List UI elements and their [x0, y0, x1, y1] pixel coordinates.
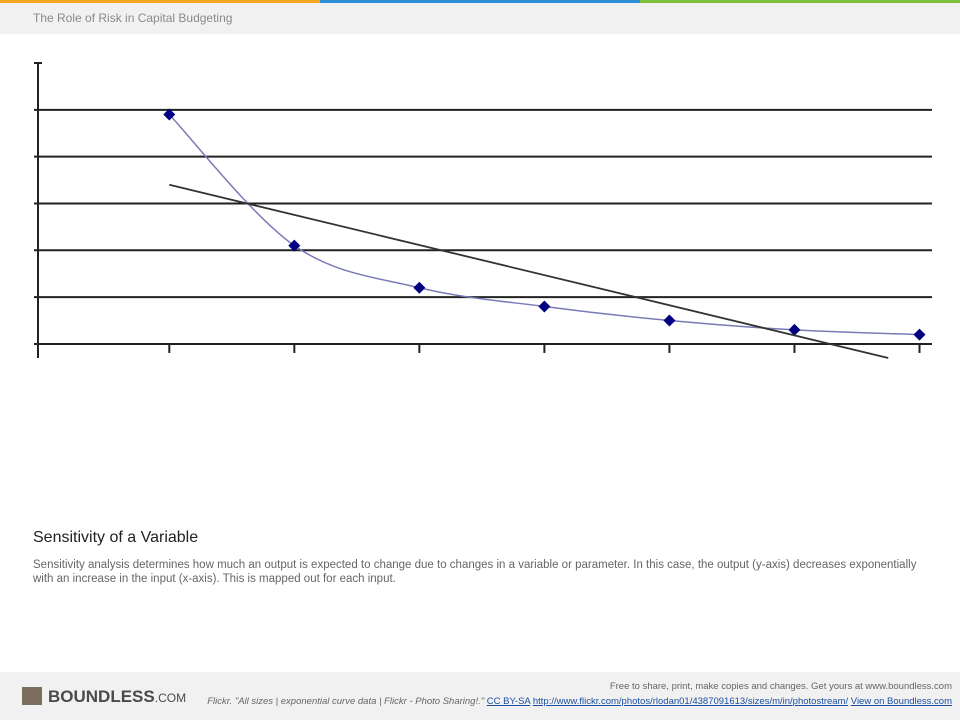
logo-suffix: .COM [154, 691, 187, 705]
caption-title: Sensitivity of a Variable [33, 529, 199, 546]
chart [34, 62, 932, 359]
series-line [169, 183, 889, 359]
logo-icon [22, 687, 42, 705]
point [663, 314, 676, 327]
footer: BOUNDLESS.COM Free to share, print, make… [0, 672, 960, 720]
point [538, 300, 551, 313]
logo: BOUNDLESS.COM [22, 687, 186, 707]
point [288, 239, 301, 252]
point [913, 328, 926, 341]
stripe-orange [0, 0, 320, 3]
url-link[interactable]: http://www.flickr.com/photos/rlodan01/43… [532, 696, 849, 707]
header: The Role of Risk in Capital Budgeting [0, 0, 960, 34]
stripe-blue [320, 0, 640, 3]
attribution: Flickr. "All sizes | exponential curve d… [172, 696, 952, 707]
license-link[interactable]: CC BY-SA [486, 696, 531, 707]
point [413, 281, 426, 294]
logo-text: BOUNDLESS [48, 687, 155, 706]
view-link[interactable]: View on Boundless.com [850, 696, 952, 707]
point [788, 323, 801, 336]
header-title: The Role of Risk in Capital Budgeting [33, 11, 233, 25]
stripe-green [640, 0, 960, 3]
point [163, 108, 176, 121]
source: Flickr. "All sizes | exponential curve d… [207, 696, 485, 707]
caption-text: Sensitivity analysis determines how much… [33, 559, 917, 585]
notice: Free to share, print, make copies and ch… [609, 681, 952, 692]
